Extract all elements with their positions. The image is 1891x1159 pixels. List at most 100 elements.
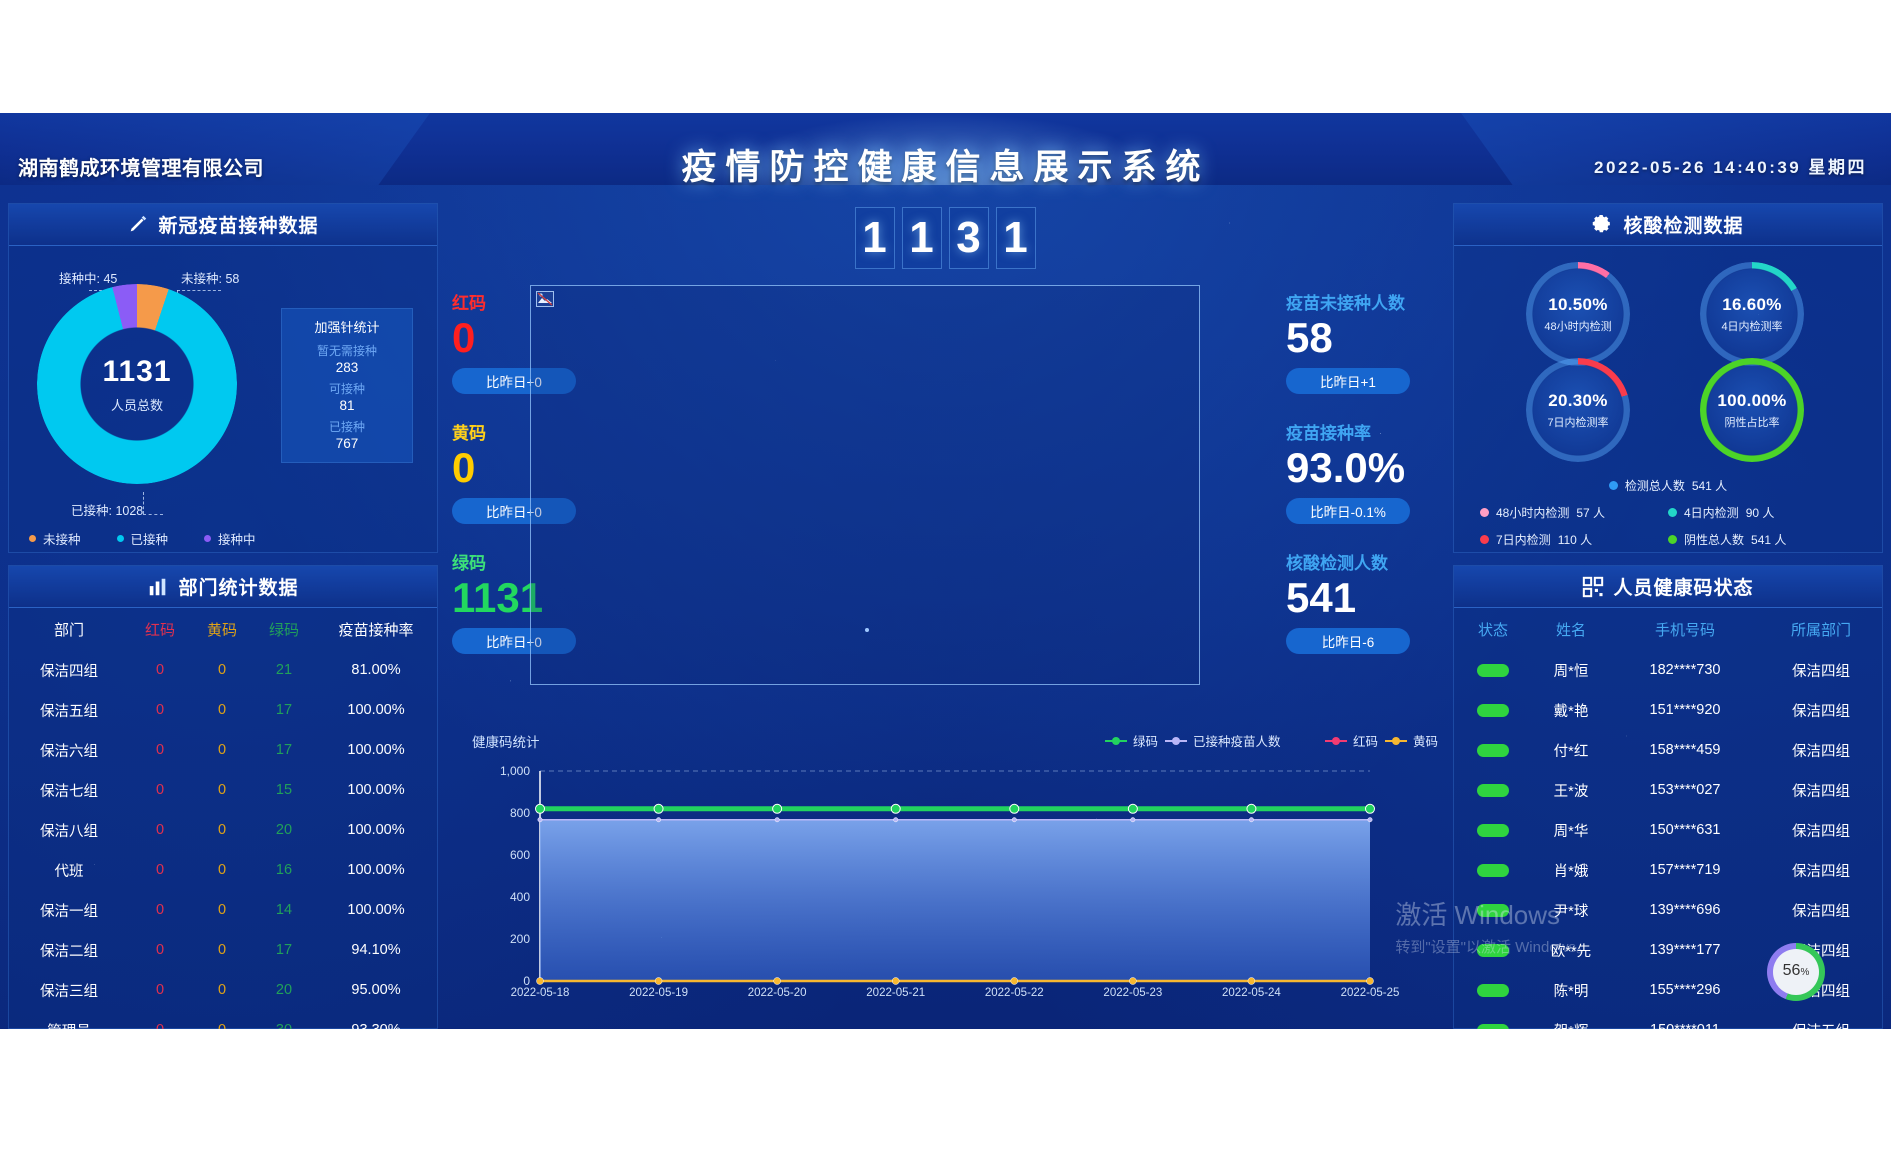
col-header-yellow: 黄码 [206, 621, 237, 639]
cell-rate: 94.10% [351, 942, 401, 958]
table-row[interactable]: 戴*艳 151****920 保洁四组 [1454, 690, 1882, 730]
kpi-label: 绿码 [452, 554, 486, 573]
donut-total-value: 1131 [102, 354, 172, 388]
cell-dept: 管理员 [9, 1020, 129, 1030]
cell-name: 付*红 [1553, 743, 1589, 760]
cell-phone: 158****459 [1649, 742, 1721, 758]
legend-label: 已接种疫苗人数 [1193, 735, 1281, 749]
cell-green: 30 [253, 1022, 315, 1029]
cell-green: 15 [275, 782, 293, 798]
bar-chart-icon [147, 576, 169, 598]
table-row[interactable]: 保洁四组 0 0 21 81.00% [9, 650, 437, 690]
cell-yellow: 0 [217, 782, 227, 798]
table-row[interactable]: 欧**先 139****177 保洁四组 [1454, 930, 1882, 970]
legend-label: 绿码 [1133, 735, 1159, 749]
status-badge [1477, 903, 1509, 917]
legend-dot-icon [1608, 481, 1618, 490]
gauge-label: 阴性占比率 [1724, 416, 1780, 429]
kpi-red-code: 红码 0 比昨日+0 [452, 289, 604, 419]
x-tick-label: 2022-05-21 [866, 987, 926, 999]
legend-dot-icon [1332, 736, 1340, 745]
chart-legend-item[interactable]: 红码 [1325, 731, 1378, 750]
table-row[interactable]: 保洁三组 0 0 20 95.00% [9, 970, 437, 1010]
table-row[interactable]: 肖*娥 157****719 保洁四组 [1454, 850, 1882, 890]
legend-dot-icon [1480, 535, 1489, 544]
col-header-phone: 手机号码 [1654, 621, 1715, 639]
table-row[interactable]: 周*华 150****631 保洁四组 [1454, 810, 1882, 850]
table-row[interactable]: 管理员003093.30% [9, 1010, 437, 1029]
x-tick-label: 2022-05-23 [1103, 987, 1163, 999]
gauge-inner: 16.60% 4日内检测率 [1707, 269, 1797, 359]
chart-legend-item[interactable]: 绿码 [1105, 731, 1158, 750]
cell-status [1454, 703, 1532, 717]
legend-total-value: 541 人 [1691, 479, 1728, 493]
cell-name: 周*华 [1553, 823, 1589, 840]
table-row[interactable]: 保洁二组 0 0 17 94.10% [9, 930, 437, 970]
legend-value: 541 人 [1751, 533, 1787, 547]
legend-item[interactable]: 接种中 [204, 529, 256, 548]
department-panel-title: 部门统计数据 [178, 578, 299, 599]
x-tick-label: 2022-05-20 [747, 987, 807, 999]
donut-total-label: 人员总数 [110, 397, 163, 413]
booster-title: 加强针统计 [314, 320, 380, 335]
kpi-label: 核酸检测人数 [1286, 554, 1388, 573]
cell-phone: 139****696 [1649, 902, 1721, 918]
table-row[interactable]: 尹*球 139****696 保洁四组 [1454, 890, 1882, 930]
table-row[interactable]: 保洁六组 0 0 17 100.00% [9, 730, 437, 770]
table-row[interactable]: 贺*辉150****011保洁五组 [1454, 1010, 1882, 1029]
gauge-value: 20.30% [1548, 390, 1608, 410]
cell-yellow: 0 [217, 662, 227, 678]
cell-phone: 153****027 [1649, 782, 1721, 798]
counter-digit: 1 [854, 207, 895, 269]
vaccination-panel-title: 新冠疫苗接种数据 [158, 216, 319, 237]
cell-green: 21 [275, 662, 293, 678]
legend-dot-icon [29, 535, 36, 542]
legend-label: 阴性总人数 [1684, 533, 1745, 547]
table-header-row: 部门 红码 黄码 绿码 疫苗接种率 [9, 608, 437, 650]
legend-value: 90 人 [1745, 506, 1775, 520]
company-name: 湖南鹤成环境管理有限公司 [18, 158, 264, 180]
legend-negative: 阴性总人数 541 人 [1668, 531, 1856, 548]
chart-legend-item[interactable]: 黄码 [1385, 731, 1438, 750]
x-tick-label: 2022-05-18 [510, 987, 570, 999]
table-row[interactable]: 保洁一组 0 0 14 100.00% [9, 890, 437, 930]
donut-center: 1131 人员总数 [37, 284, 237, 484]
table-row[interactable]: 保洁八组 0 0 20 100.00% [9, 810, 437, 850]
kpi-delta-badge: 比昨日+0 [452, 628, 576, 655]
cell-dept: 保洁四组 [1792, 703, 1850, 720]
cell-name: 贺*辉 [1532, 1020, 1610, 1030]
table-row[interactable]: 保洁五组 0 0 17 100.00% [9, 690, 437, 730]
legend-dot-icon [1392, 736, 1400, 745]
legend-item[interactable]: 已接种 [116, 529, 168, 548]
callout-leader-3b [143, 492, 144, 514]
cell-green: 17 [275, 942, 293, 958]
nucleic-test-panel: 核酸检测数据 10.50% 48小时内检测 16.60% 4日内检测率 [1453, 203, 1883, 553]
callout-not-vaccinated: 未接种: 58 [181, 272, 240, 286]
cell-name: 王*波 [1553, 783, 1589, 800]
kpi-delta-badge: 比昨日+1 [1286, 368, 1410, 395]
vaccination-panel: 新冠疫苗接种数据 接种中: 45 未接种: 58 1131 人员总数 已接种: … [8, 203, 438, 553]
table-row[interactable]: 代班 0 0 16 100.00% [9, 850, 437, 890]
legend-item[interactable]: 未接种 [29, 529, 81, 548]
media-placeholder[interactable] [530, 285, 1200, 685]
table-row[interactable]: 王*波 153****027 保洁四组 [1454, 770, 1882, 810]
kpi-value: 1131 [452, 574, 544, 621]
legend-value: 110 人 [1557, 533, 1593, 547]
table-row[interactable]: 保洁七组 0 0 15 100.00% [9, 770, 437, 810]
status-badge [1477, 663, 1509, 677]
col-header-status: 状态 [1477, 621, 1508, 639]
cell-status [1454, 823, 1532, 837]
status-badge [1477, 943, 1509, 957]
cell-dept: 代班 [54, 863, 84, 880]
qr-code-icon [1582, 576, 1604, 598]
gauge-4day: 16.60% 4日内检测率 [1700, 262, 1804, 366]
department-table-body: 保洁四组 0 0 21 81.00% 保洁五组 0 0 17 100.00% 保洁六组 0 0 17 100… [9, 650, 437, 1029]
media-status-dot-icon [865, 628, 869, 633]
cell-phone: 182****730 [1649, 662, 1721, 678]
chart-legend-item[interactable]: 已接种疫苗人数 [1165, 731, 1281, 750]
table-row[interactable]: 周*恒 182****730 保洁四组 [1454, 650, 1882, 690]
legend-label: 48小时内检测 [1496, 506, 1570, 520]
progress-indicator[interactable]: 56 % [1767, 943, 1825, 1001]
table-row[interactable]: 付*红 158****459 保洁四组 [1454, 730, 1882, 770]
cell-dept: 保洁五组 [1760, 1020, 1882, 1030]
